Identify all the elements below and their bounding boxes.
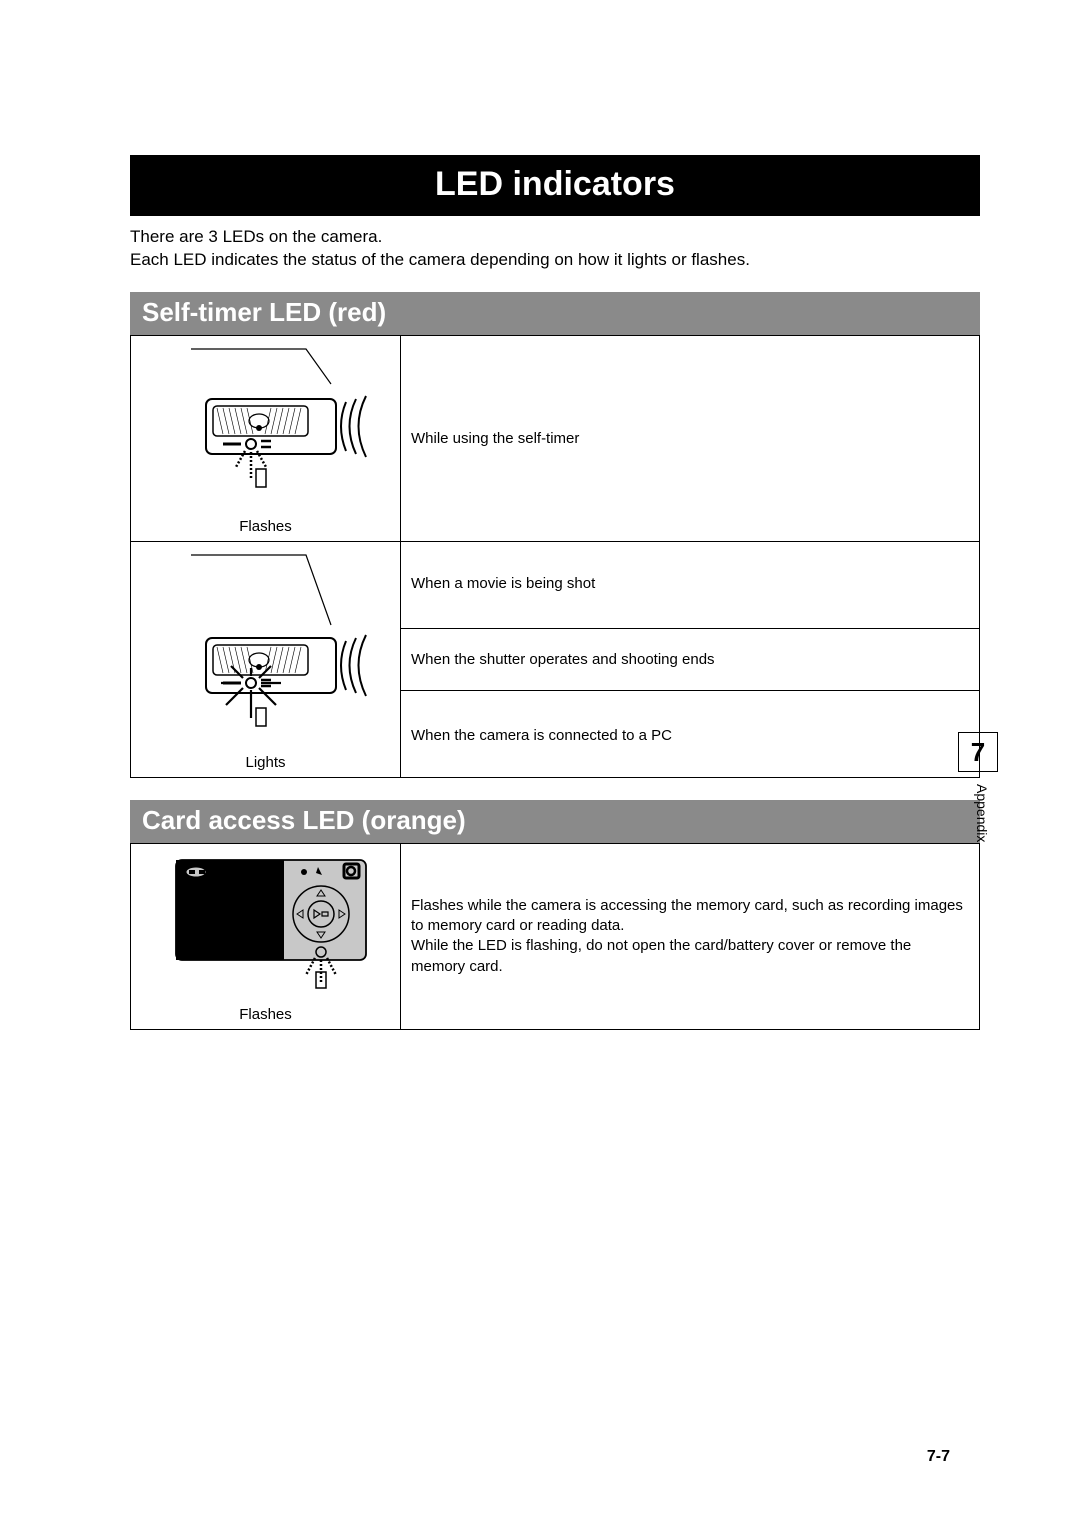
- caption-flashes: Flashes: [137, 518, 394, 535]
- chapter-tab: 7: [958, 732, 998, 772]
- caption-card-flashes: Flashes: [137, 1006, 394, 1023]
- table-row: Flashes Flashes while the camera is acce…: [131, 843, 980, 1029]
- page-title: LED indicators: [130, 155, 980, 216]
- desc-text: While using the self-timer: [411, 430, 579, 447]
- caption-lights: Lights: [137, 754, 394, 771]
- desc-cell-stacked: When a movie is being shot When the shut…: [401, 541, 980, 777]
- diagram-cell-card-flashes: Flashes: [131, 843, 401, 1029]
- diagram-cell-flashes: Flashes: [131, 335, 401, 541]
- camera-back-icon: [156, 852, 376, 1002]
- desc-text: When the shutter operates and shooting e…: [401, 628, 979, 691]
- section-heading-self-timer: Self-timer LED (red): [130, 292, 980, 335]
- intro-line-2: Each LED indicates the status of the cam…: [130, 249, 980, 272]
- desc-cell: Flashes while the camera is accessing th…: [401, 843, 980, 1029]
- section-heading-card-access: Card access LED (orange): [130, 800, 980, 843]
- camera-front-light-icon: [151, 550, 381, 750]
- desc-text: When a movie is being shot: [401, 571, 979, 596]
- page-number: 7-7: [927, 1448, 950, 1466]
- card-access-table: Flashes Flashes while the camera is acce…: [130, 843, 980, 1030]
- intro-line-1: There are 3 LEDs on the camera.: [130, 226, 980, 249]
- desc-text: When the camera is connected to a PC: [401, 723, 979, 748]
- camera-front-flash-icon: [151, 344, 381, 514]
- self-timer-table: Flashes While using the self-timer: [130, 335, 980, 778]
- manual-page: LED indicators There are 3 LEDs on the c…: [0, 0, 1080, 1112]
- intro-text: There are 3 LEDs on the camera. Each LED…: [130, 226, 980, 272]
- table-row: Flashes While using the self-timer: [131, 335, 980, 541]
- desc-cell: While using the self-timer: [401, 335, 980, 541]
- table-row: Lights When a movie is being shot When t…: [131, 541, 980, 777]
- diagram-cell-lights: Lights: [131, 541, 401, 777]
- appendix-label: Appendix: [974, 784, 990, 842]
- desc-text: Flashes while the camera is accessing th…: [411, 896, 969, 977]
